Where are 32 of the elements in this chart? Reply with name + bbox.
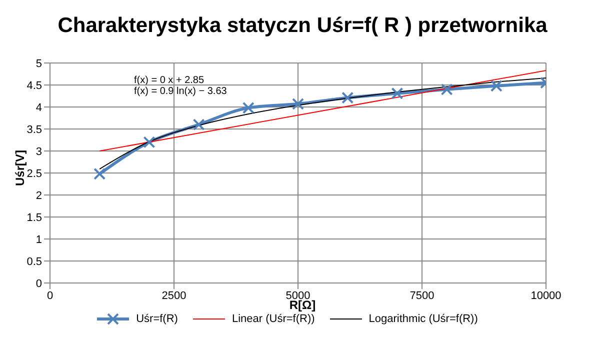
y-tick-label: 0 (36, 278, 42, 290)
y-tick-label: 0.5 (26, 256, 42, 268)
y-tick-label: 4 (36, 102, 42, 114)
y-tick-label: 5 (36, 58, 42, 70)
point (490, 80, 502, 92)
x-tick-label: 0 (46, 290, 54, 302)
y-tick-label: 1 (36, 234, 42, 246)
x-axis-title: R[Ω] (289, 298, 316, 312)
point (440, 83, 453, 96)
point (391, 87, 404, 100)
point (192, 118, 205, 131)
point (143, 136, 156, 148)
annotation: f(x) = 0 x + 2.85 (134, 75, 206, 86)
legend-label: Logarithmic (Uśr=f(R)) (368, 313, 478, 325)
x-tick-label: 10000 (530, 290, 562, 302)
legend-label: Uśr=f(R) (136, 313, 178, 325)
point (242, 102, 254, 114)
point (342, 92, 354, 104)
y-tick-label: 3 (36, 146, 42, 158)
y-tick-label: 3.5 (26, 124, 42, 136)
y-tick-label: 4.5 (26, 80, 42, 92)
x-tick-label: 7500 (410, 290, 434, 302)
y-tick-label: 2 (36, 190, 42, 202)
y-tick-label: 2.5 (26, 168, 42, 180)
annotation: f(x) = 0.9 ln(x) − 3.63 (134, 86, 227, 97)
legend-label: Linear (Uśr=f(R)) (232, 313, 315, 325)
y-axis-title: Uśr[V] (13, 150, 27, 186)
chart-title: Charakterystyka statyczn Uśr=f( R ) przetwornika (56, 14, 548, 38)
x-tick-label: 2500 (162, 290, 186, 302)
y-tick-label: 1.5 (26, 212, 42, 224)
point (94, 168, 106, 180)
point (292, 98, 304, 110)
